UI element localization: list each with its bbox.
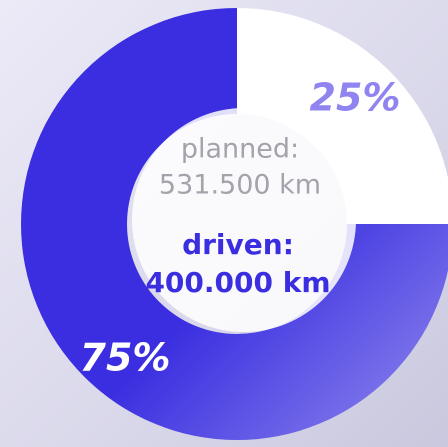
driven-label: driven: xyxy=(182,228,294,261)
donut-segment xyxy=(237,8,448,224)
planned-value: 531.500 km xyxy=(159,170,321,201)
segment-shade xyxy=(21,8,448,440)
center-disc xyxy=(132,108,356,332)
value-label: 25% xyxy=(310,76,401,120)
driven-value: 400.000 km xyxy=(145,266,330,299)
value-label: 75% xyxy=(80,336,171,380)
planned-label: planned: xyxy=(181,134,299,165)
